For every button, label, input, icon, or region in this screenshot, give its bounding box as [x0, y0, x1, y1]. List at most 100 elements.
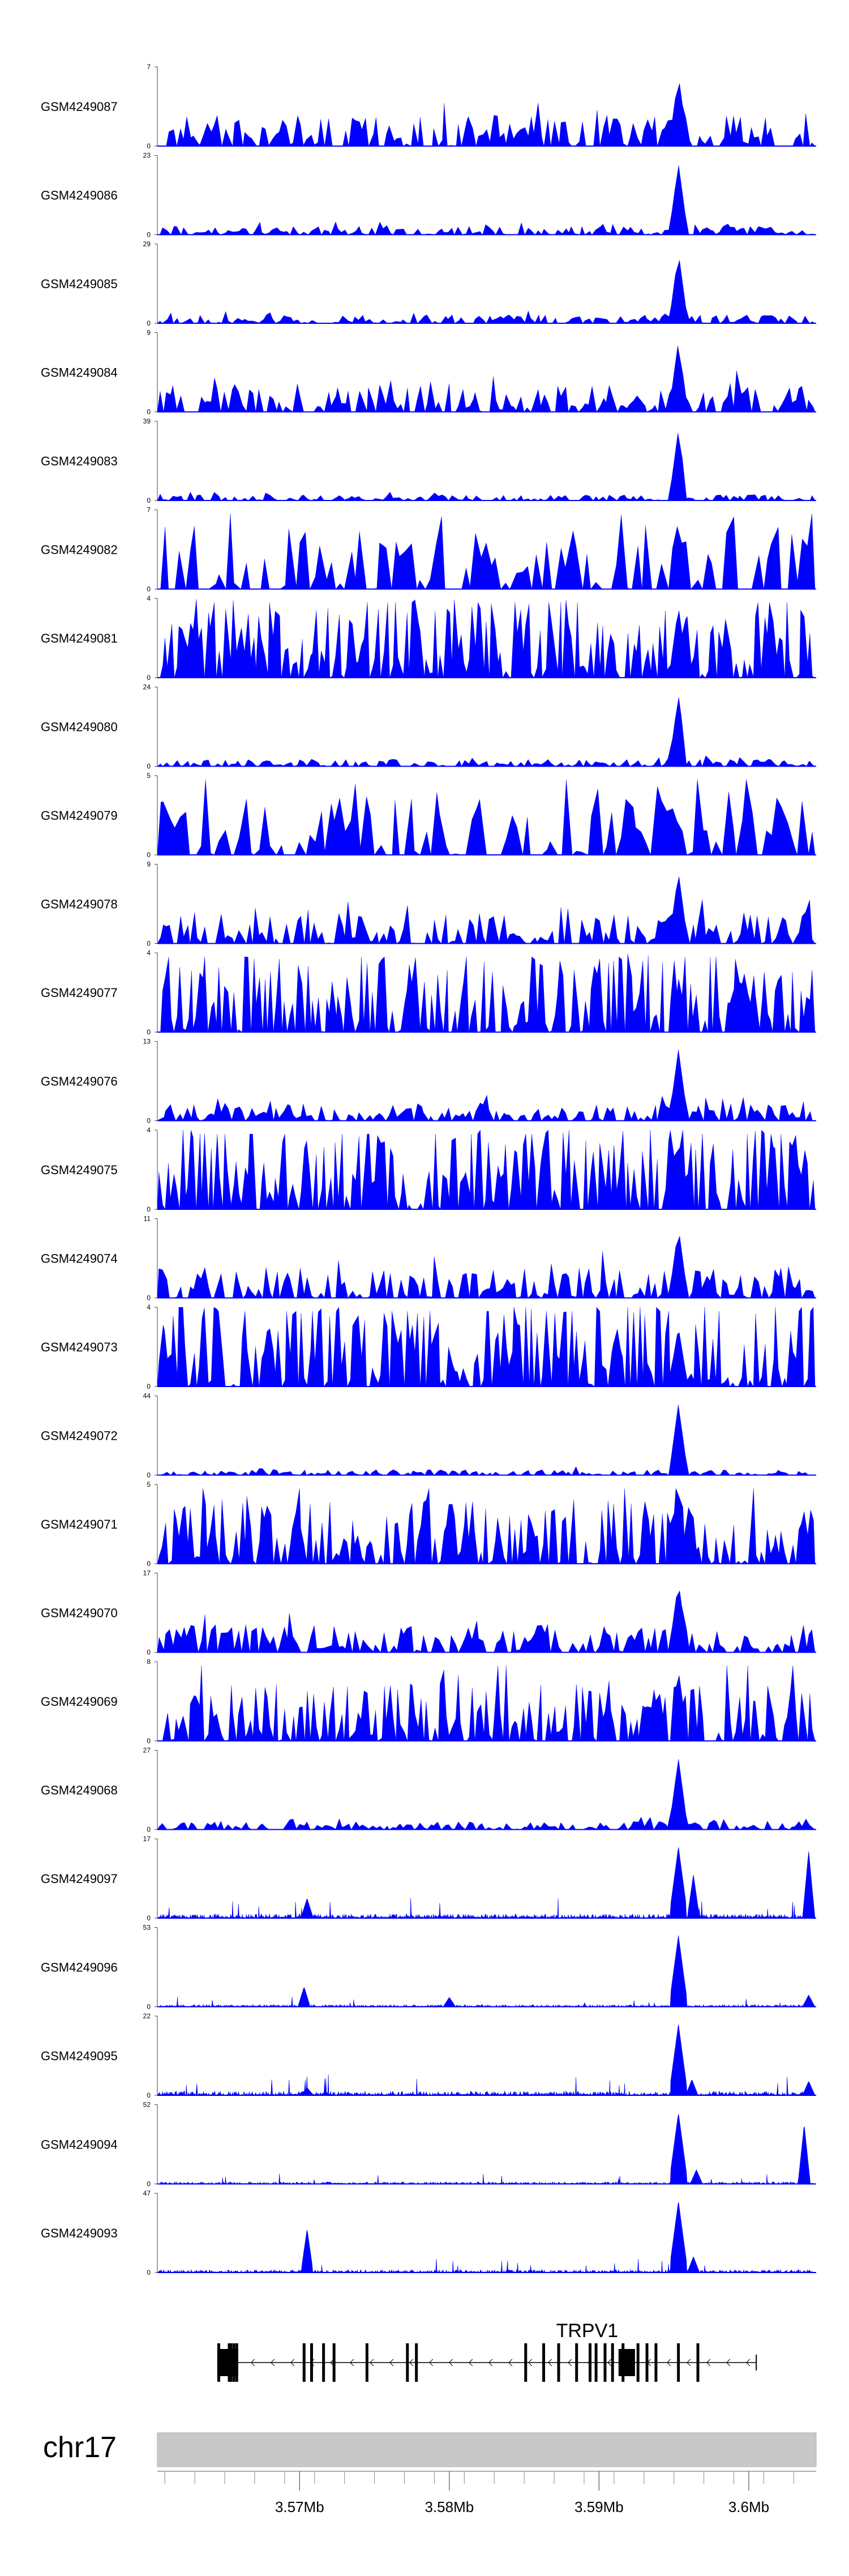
- strand-chevron: [469, 2359, 473, 2367]
- track-GSM4249093: GSM4249093 47 0: [41, 2189, 816, 2277]
- y-max-label: 47: [143, 2189, 151, 2197]
- track-GSM4249074: GSM4249074 11 0: [41, 1215, 816, 1302]
- strand-chevron: [271, 2359, 275, 2367]
- y-max-label: 39: [143, 417, 151, 425]
- track-GSM4249094: GSM4249094 52 0: [41, 2101, 816, 2188]
- track-GSM4249077: GSM4249077 4 0: [41, 949, 816, 1036]
- coverage-area: [157, 514, 816, 590]
- y-max-label: 27: [143, 1747, 151, 1755]
- coverage-area: [157, 953, 816, 1033]
- track-GSM4249072: GSM4249072 44 0: [41, 1392, 816, 1479]
- y-max-label: 7: [147, 506, 151, 514]
- chromosome-label: chr17: [43, 2431, 117, 2464]
- strand-chevron: [350, 2359, 354, 2367]
- y-max-label: 8: [147, 1658, 151, 1666]
- track-label: GSM4249070: [41, 1606, 118, 1620]
- coverage-area: [157, 599, 816, 678]
- gene-exon: [228, 2343, 231, 2382]
- y-max-label: 22: [143, 2012, 151, 2020]
- gene-exon: [557, 2343, 560, 2382]
- gene-exon: [654, 2343, 658, 2382]
- y-max-label: 53: [143, 1924, 151, 1932]
- coverage-area: [157, 1049, 815, 1122]
- y-max-label: 17: [143, 1569, 151, 1577]
- track-label: GSM4249073: [41, 1340, 118, 1354]
- strand-chevron: [568, 2359, 572, 2367]
- chromosome-ideogram: chr17: [43, 2431, 817, 2467]
- track-GSM4249070: GSM4249070 17 0: [41, 1569, 816, 1657]
- strand-chevron: [429, 2359, 434, 2367]
- y-min-label: 0: [147, 231, 151, 239]
- coverage-area: [157, 1236, 816, 1299]
- y-min-label: 0: [147, 1383, 151, 1390]
- track-label: GSM4249068: [41, 1783, 118, 1798]
- coverage-area: [157, 1129, 816, 1210]
- gene-exon: [217, 2343, 220, 2382]
- track-GSM4249082: GSM4249082 7 0: [41, 506, 816, 593]
- y-min-label: 0: [147, 940, 151, 948]
- track-label: GSM4249085: [41, 277, 118, 291]
- coverage-area: [157, 165, 816, 236]
- x-tick-label: 3.57Mb: [275, 2498, 324, 2515]
- gene-exon: [235, 2343, 238, 2382]
- y-min-label: 0: [147, 1471, 151, 1479]
- gene-exon: [621, 2343, 625, 2382]
- y-min-label: 0: [147, 1117, 151, 1125]
- y-max-label: 4: [147, 1126, 151, 1134]
- track-label: GSM4249093: [41, 2226, 118, 2240]
- y-min-label: 0: [147, 497, 151, 504]
- gene-exon: [589, 2343, 592, 2382]
- coverage-area: [157, 779, 816, 855]
- gene-exon: [542, 2343, 546, 2382]
- track-GSM4249097: GSM4249097 17 0: [41, 1835, 816, 1922]
- y-min-label: 0: [147, 851, 151, 859]
- y-min-label: 0: [147, 2180, 151, 2188]
- genomic-axis: 3.57Mb 3.58Mb 3.59Mb 3.6Mb: [157, 2471, 816, 2515]
- gene-annotation-track: TRPV1: [217, 2320, 757, 2382]
- track-label: GSM4249072: [41, 1429, 118, 1443]
- gene-exon: [594, 2343, 598, 2382]
- y-max-label: 23: [143, 152, 151, 160]
- track-GSM4249087: GSM4249087 7 0: [41, 63, 816, 150]
- strand-chevron: [746, 2359, 751, 2367]
- y-min-label: 0: [147, 1294, 151, 1302]
- track-label: GSM4249079: [41, 808, 118, 823]
- y-max-label: 13: [143, 1038, 151, 1046]
- y-min-label: 0: [147, 1914, 151, 1922]
- gene-exon: [603, 2343, 607, 2382]
- track-label: GSM4249095: [41, 2049, 118, 2063]
- coverage-area: [157, 697, 816, 767]
- coverage-area: [157, 345, 816, 413]
- y-max-label: 5: [147, 772, 151, 780]
- track-GSM4249071: GSM4249071 5 0: [41, 1480, 816, 1568]
- track-GSM4249096: GSM4249096 53 0: [41, 1924, 816, 2011]
- strand-chevron: [370, 2359, 374, 2367]
- coverage-area: [157, 2024, 816, 2096]
- strand-chevron: [687, 2359, 691, 2367]
- track-GSM4249076: GSM4249076 13 0: [41, 1038, 816, 1125]
- y-min-label: 0: [147, 1205, 151, 1213]
- strand-chevron: [726, 2359, 731, 2367]
- coverage-area: [157, 2202, 816, 2273]
- gene-label: TRPV1: [556, 2320, 619, 2342]
- y-min-label: 0: [147, 763, 151, 771]
- track-label: GSM4249094: [41, 2138, 118, 2152]
- y-min-label: 0: [147, 142, 151, 150]
- y-min-label: 0: [147, 2091, 151, 2099]
- y-max-label: 4: [147, 1303, 151, 1311]
- strand-chevron: [667, 2359, 671, 2367]
- gene-exon: [524, 2343, 528, 2382]
- track-GSM4249081: GSM4249081 4 0: [41, 594, 816, 682]
- gene-exon: [322, 2343, 325, 2382]
- y-max-label: 11: [144, 1215, 151, 1223]
- x-tick-label: 3.58Mb: [424, 2498, 474, 2515]
- track-label: GSM4249078: [41, 897, 118, 912]
- coverage-area: [157, 260, 816, 324]
- gene-utr-block: [618, 2349, 635, 2376]
- chromosome-bar: [157, 2432, 817, 2467]
- x-tick-label: 3.6Mb: [728, 2498, 769, 2515]
- track-label: GSM4249075: [41, 1163, 118, 1177]
- track-label: GSM4249087: [41, 100, 118, 114]
- y-max-label: 29: [143, 240, 151, 248]
